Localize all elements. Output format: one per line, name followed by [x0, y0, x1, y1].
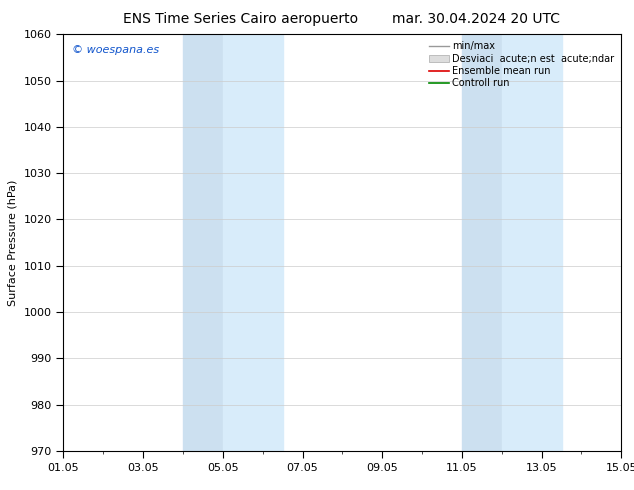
Bar: [501, 34, 562, 451]
Legend: min/max, Desviaci  acute;n est  acute;ndar, Ensemble mean run, Controll run: min/max, Desviaci acute;n est acute;ndar…: [427, 39, 616, 90]
Text: ENS Time Series Cairo aeropuerto: ENS Time Series Cairo aeropuerto: [124, 12, 358, 26]
Text: mar. 30.04.2024 20 UTC: mar. 30.04.2024 20 UTC: [392, 12, 559, 26]
Bar: [183, 34, 223, 451]
Y-axis label: Surface Pressure (hPa): Surface Pressure (hPa): [8, 179, 18, 306]
Bar: [462, 34, 501, 451]
Bar: [223, 34, 283, 451]
Text: © woespana.es: © woespana.es: [72, 45, 159, 55]
